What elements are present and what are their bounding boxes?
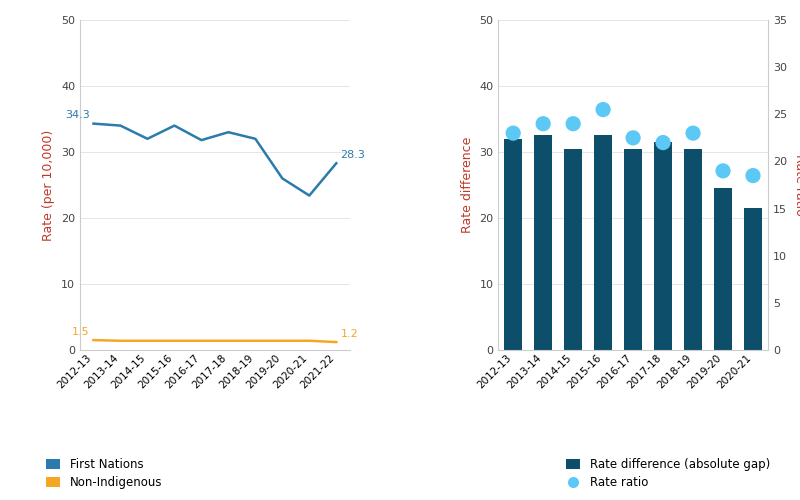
Text: 34.3: 34.3 — [65, 110, 90, 120]
Point — [657, 138, 670, 146]
Point — [537, 120, 550, 128]
Y-axis label: Rate (per 10,000): Rate (per 10,000) — [42, 130, 55, 240]
Text: 1.5: 1.5 — [72, 328, 90, 338]
Legend: First Nations, Non-Indigenous: First Nations, Non-Indigenous — [46, 458, 162, 489]
Point — [717, 167, 730, 175]
Text: 28.3: 28.3 — [340, 150, 366, 160]
Point — [506, 129, 519, 137]
Point — [686, 129, 699, 137]
Y-axis label: Rate difference: Rate difference — [461, 137, 474, 233]
Point — [597, 106, 610, 114]
Bar — [714, 188, 732, 350]
Bar — [624, 148, 642, 350]
Legend: Rate difference (absolute gap), Rate ratio: Rate difference (absolute gap), Rate rat… — [566, 458, 770, 489]
Bar — [504, 139, 522, 350]
Bar — [564, 148, 582, 350]
Point — [626, 134, 639, 142]
Bar — [684, 148, 702, 350]
Bar — [654, 142, 672, 350]
Bar — [534, 136, 552, 350]
Bar — [744, 208, 762, 350]
Y-axis label: Rate ratio: Rate ratio — [794, 154, 800, 216]
Bar — [594, 136, 612, 350]
Point — [746, 172, 759, 179]
Text: 1.2: 1.2 — [340, 330, 358, 340]
Point — [566, 120, 579, 128]
